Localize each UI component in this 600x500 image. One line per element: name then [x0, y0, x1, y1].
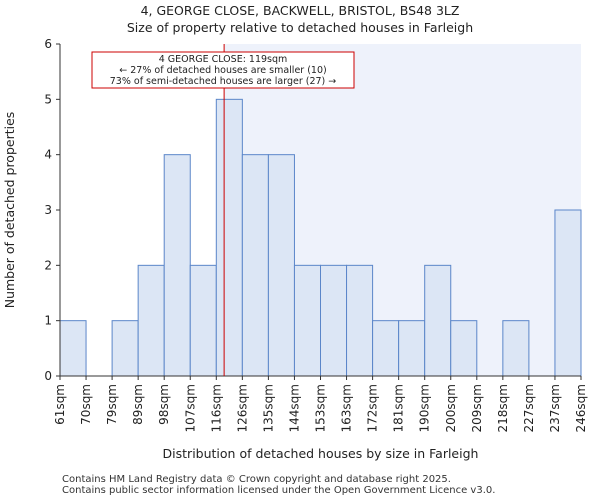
histogram-bar — [372, 320, 400, 377]
y-tick-label: 5 — [44, 92, 52, 106]
histogram-bar — [111, 320, 139, 377]
x-tick-label: 190sqm — [418, 384, 432, 432]
chart-subtitle: Size of property relative to detached ho… — [126, 20, 474, 35]
annotation-line-3: 73% of semi-detached houses are larger (… — [110, 76, 337, 87]
histogram-bar — [450, 320, 478, 377]
histogram-bar — [215, 98, 243, 377]
x-tick-label: 79sqm — [105, 384, 119, 425]
chart-title: 4, GEORGE CLOSE, BACKWELL, BRISTOL, BS48… — [140, 3, 460, 18]
x-tick-label: 218sqm — [496, 384, 510, 432]
x-tick-label: 227sqm — [522, 384, 536, 432]
y-tick-label: 4 — [44, 148, 52, 162]
histogram-bar — [398, 320, 426, 377]
histogram-bar — [241, 154, 269, 377]
x-tick-label: 153sqm — [314, 384, 328, 432]
x-tick-label: 98sqm — [157, 384, 171, 425]
x-tick-label: 144sqm — [287, 384, 301, 432]
histogram-bar — [267, 154, 295, 377]
histogram-bar — [137, 264, 165, 377]
histogram-bar — [189, 264, 217, 377]
x-tick-label: 163sqm — [340, 384, 354, 432]
histogram-bar — [293, 264, 322, 377]
y-tick-label: 1 — [44, 314, 52, 328]
annotation-box — [91, 51, 355, 89]
x-tick-label: 209sqm — [470, 384, 484, 432]
x-tick-label: 181sqm — [392, 384, 406, 432]
x-tick-label: 61sqm — [53, 384, 67, 425]
annotation-line-1: 4 GEORGE CLOSE: 119sqm — [159, 54, 288, 65]
histogram-bar — [502, 320, 530, 377]
x-tick-label: 126sqm — [235, 384, 249, 432]
x-tick-label: 200sqm — [444, 384, 458, 432]
footer-copyright: Contains HM Land Registry data © Crown c… — [62, 474, 451, 485]
y-axis-label: Number of detached properties — [2, 112, 17, 309]
x-tick-label: 237sqm — [548, 384, 562, 432]
histogram-bar — [59, 320, 87, 377]
y-tick-label: 0 — [44, 369, 52, 383]
x-tick-label: 116sqm — [209, 384, 223, 432]
x-tick-label: 70sqm — [79, 384, 93, 425]
footer-licence: Contains public sector information licen… — [62, 485, 496, 496]
x-axis-label: Distribution of detached houses by size … — [163, 446, 479, 461]
histogram-bar — [346, 264, 374, 377]
y-tick-label: 3 — [44, 203, 52, 217]
histogram-bar — [554, 209, 582, 377]
x-tick-label: 172sqm — [366, 384, 380, 432]
histogram-bar — [320, 264, 348, 377]
x-tick-label: 246sqm — [574, 384, 588, 432]
x-tick-label: 89sqm — [131, 384, 145, 425]
y-tick-label: 2 — [44, 258, 52, 272]
annotation-line-2: ← 27% of detached houses are smaller (10… — [119, 65, 326, 76]
y-tick-label: 6 — [44, 37, 52, 51]
x-tick-label: 107sqm — [183, 384, 197, 432]
histogram-bar — [163, 154, 191, 377]
x-tick-label: 135sqm — [261, 384, 275, 432]
histogram-bar — [424, 264, 452, 377]
